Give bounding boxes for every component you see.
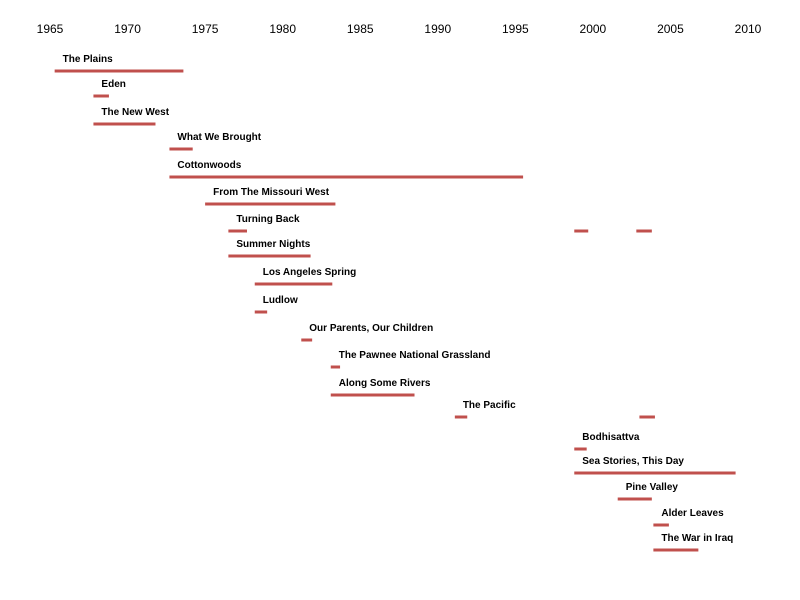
timeline-bar-label: Pine Valley	[626, 482, 679, 493]
timeline-row: Cottonwoods	[169, 160, 524, 179]
timeline-bar	[617, 497, 652, 501]
timeline-bar	[169, 147, 193, 151]
x-tick-label: 2000	[580, 22, 607, 36]
timeline-bar-label: The Pawnee National Grassland	[339, 350, 491, 361]
timeline-row: Alder Leaves	[653, 508, 724, 527]
timeline-bar	[228, 229, 247, 233]
timeline-row: The War in Iraq	[653, 533, 733, 552]
timeline-bar-label: Ludlow	[263, 295, 298, 306]
x-tick-label: 1970	[114, 22, 141, 36]
timeline-bar	[169, 175, 524, 179]
timeline-row: Summer Nights	[228, 239, 311, 258]
timeline-bar	[93, 94, 109, 98]
timeline-row: The Pawnee National Grassland	[330, 350, 491, 369]
timeline-bar	[254, 310, 268, 314]
timeline-bar-label: Alder Leaves	[661, 508, 724, 519]
timeline-row: The New West	[93, 107, 170, 126]
timeline-row: Pine Valley	[617, 482, 679, 501]
timeline-row: From The Missouri West	[205, 187, 336, 206]
timeline-bar	[228, 254, 311, 258]
x-tick-label: 1985	[347, 22, 374, 36]
timeline-bar	[205, 202, 336, 206]
timeline-bar	[93, 122, 156, 126]
timeline-bar	[454, 415, 468, 419]
timeline-row: Our Parents, Our Children	[301, 323, 433, 342]
x-tick-label: 1980	[269, 22, 296, 36]
timeline-bar	[574, 447, 587, 451]
x-tick-label: 1975	[192, 22, 219, 36]
timeline-bar-extra	[639, 415, 655, 419]
timeline-bar-extra	[636, 229, 652, 233]
timeline-row: Eden	[93, 79, 126, 98]
timeline-rows: The Plains Eden The New West What We Brough…	[54, 54, 736, 552]
x-tick-label: 1990	[424, 22, 451, 36]
timeline-bar	[653, 548, 699, 552]
timeline-bar	[330, 365, 341, 369]
timeline-row: Sea Stories, This Day	[574, 456, 736, 475]
timeline-bar-label: Sea Stories, This Day	[582, 456, 684, 467]
timeline-bar-label: Cottonwoods	[177, 160, 241, 171]
timeline-row: Los Angeles Spring	[254, 267, 357, 286]
timeline-bar-label: What We Brought	[177, 132, 261, 143]
timeline-bar-label: Along Some Rivers	[339, 378, 431, 389]
timeline-bar	[254, 282, 333, 286]
timeline-bar-label: Los Angeles Spring	[263, 267, 357, 278]
timeline-bar-label: From The Missouri West	[213, 187, 330, 198]
timeline-bar	[301, 338, 313, 342]
timeline-row: Bodhisattva	[574, 432, 640, 451]
x-tick-label: 2005	[657, 22, 684, 36]
x-axis-ticks: 1965 1970 1975 1980 1985 1990 1995 2000 2005 2010	[37, 22, 762, 36]
timeline-bar-label: Bodhisattva	[582, 432, 640, 443]
x-tick-label: 2010	[735, 22, 762, 36]
timeline-bar-label: Eden	[101, 79, 125, 90]
timeline-bar	[54, 69, 184, 73]
timeline-bar	[574, 471, 736, 475]
timeline-bar-label: Our Parents, Our Children	[309, 323, 433, 334]
timeline-row: The Plains	[54, 54, 184, 73]
timeline-bar-label: Summer Nights	[236, 239, 310, 250]
timeline-row: What We Brought	[169, 132, 262, 151]
timeline-row: Ludlow	[254, 295, 298, 314]
timeline-bar-label: Turning Back	[236, 214, 300, 225]
timeline-row: Turning Back	[228, 214, 652, 233]
timeline-bar-label: The Pacific	[463, 400, 516, 411]
timeline-bar-label: The Plains	[63, 54, 113, 65]
x-tick-label: 1965	[37, 22, 64, 36]
timeline-bar	[653, 523, 669, 527]
timeline-bar-label: The War in Iraq	[661, 533, 733, 544]
timeline-bar-label: The New West	[101, 107, 169, 118]
timeline-bar	[330, 393, 415, 397]
x-tick-label: 1995	[502, 22, 529, 36]
timeline-bar-extra	[574, 229, 589, 233]
timeline-row: The Pacific	[454, 400, 655, 419]
timeline-row: Along Some Rivers	[330, 378, 431, 397]
